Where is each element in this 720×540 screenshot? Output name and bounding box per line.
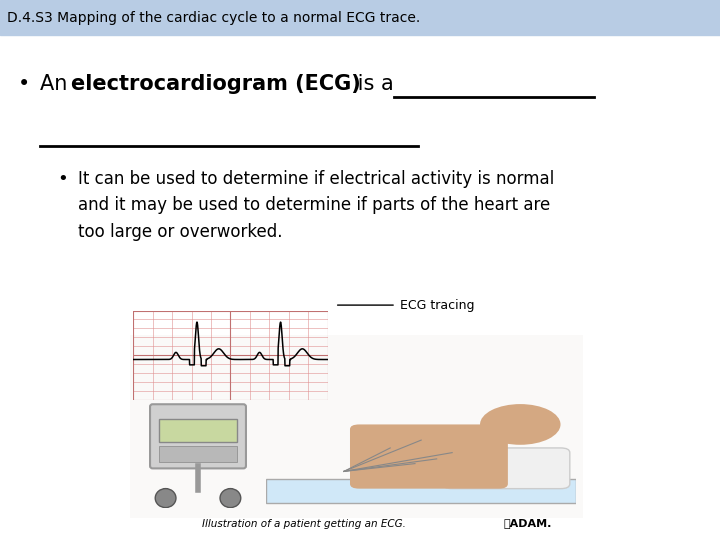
FancyBboxPatch shape	[130, 335, 583, 518]
Text: Illustration of a patient getting an ECG.: Illustration of a patient getting an ECG…	[202, 519, 405, 529]
Text: ECG tracing: ECG tracing	[400, 299, 474, 312]
Text: D.4.S3 Mapping of the cardiac cycle to a normal ECG trace.: D.4.S3 Mapping of the cardiac cycle to a…	[7, 11, 420, 24]
Bar	[0, 0, 720, 35]
Text: electrocardiogram (ECG): electrocardiogram (ECG)	[71, 73, 360, 94]
Text: •: •	[18, 73, 30, 94]
FancyBboxPatch shape	[443, 448, 570, 489]
FancyBboxPatch shape	[150, 404, 246, 468]
Bar	[159, 418, 237, 442]
Bar	[159, 446, 237, 462]
Circle shape	[480, 404, 560, 445]
Text: is a: is a	[351, 73, 401, 94]
Bar	[266, 480, 576, 503]
Circle shape	[220, 489, 240, 508]
Text: •: •	[58, 170, 68, 188]
Text: ⬥ADAM.: ⬥ADAM.	[504, 518, 552, 528]
Text: An: An	[40, 73, 73, 94]
Text: It can be used to determine if electrical activity is normal
and it may be used : It can be used to determine if electrica…	[78, 170, 554, 241]
Circle shape	[156, 489, 176, 508]
FancyBboxPatch shape	[350, 424, 508, 489]
